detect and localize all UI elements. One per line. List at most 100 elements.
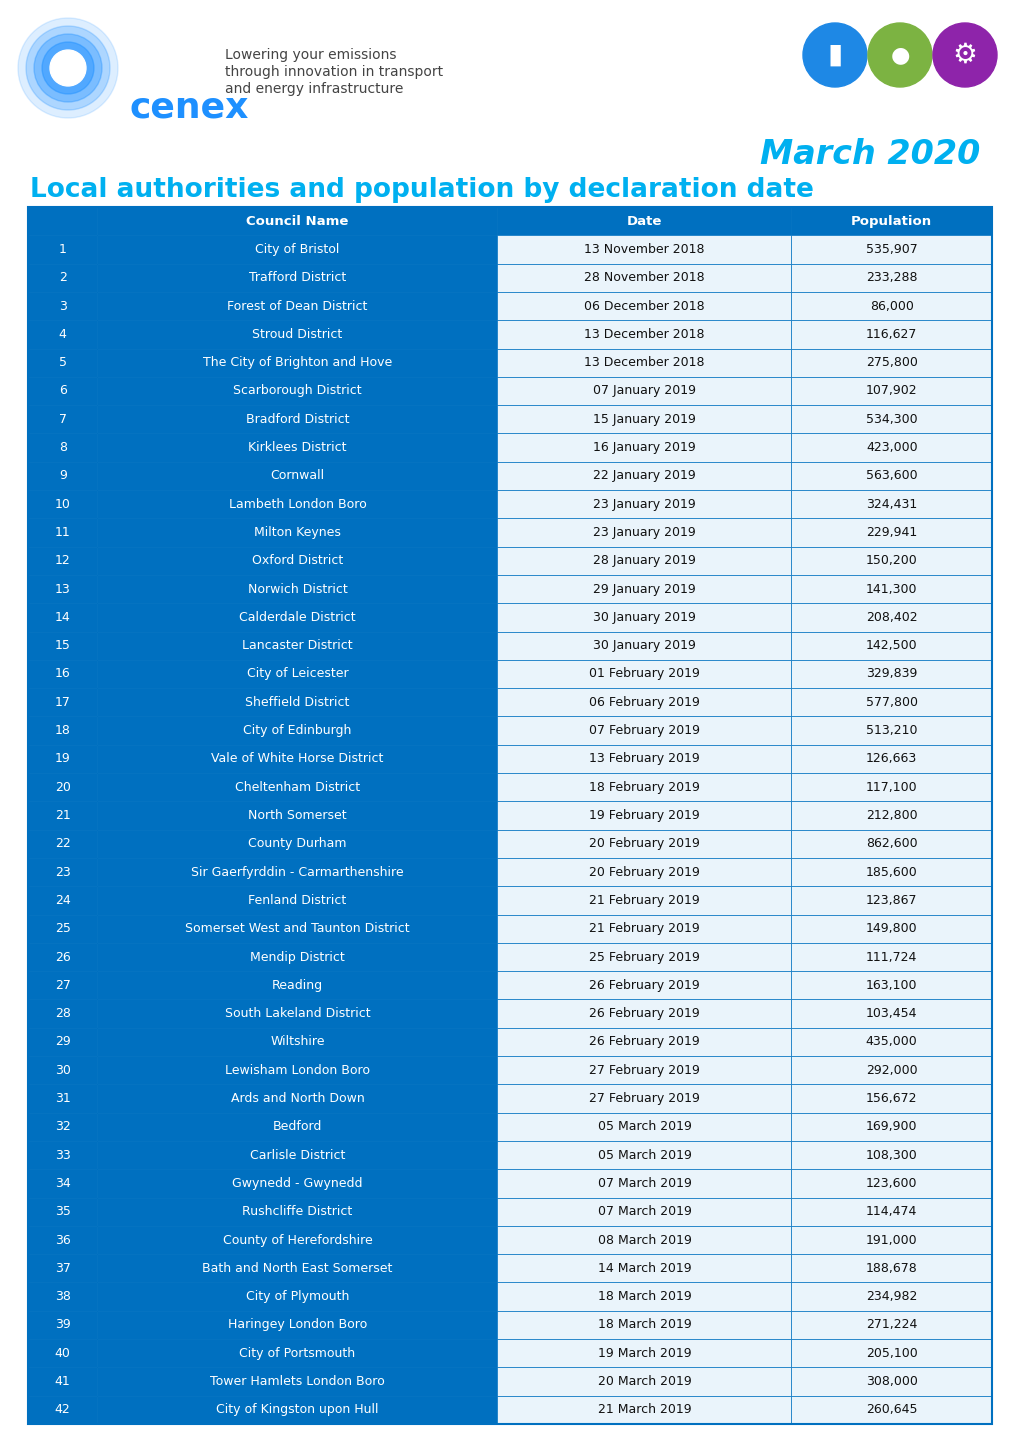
Text: March 2020: March 2020 [759,138,979,172]
Text: 41: 41 [55,1376,70,1389]
Text: Oxford District: Oxford District [252,554,342,567]
Bar [791,1340,991,1367]
Text: 150,200: 150,200 [865,554,917,567]
Text: 22: 22 [55,838,70,851]
Text: 107,902: 107,902 [865,385,917,398]
Text: 163,100: 163,100 [865,979,917,992]
Text: 10: 10 [55,497,70,510]
Bar [28,208,991,1425]
Bar [791,1028,991,1056]
Bar [97,744,497,773]
Bar [497,887,791,914]
Bar [497,829,791,858]
Bar [791,660,991,688]
Text: ▮: ▮ [826,40,842,69]
Bar [97,1226,497,1255]
Bar [497,547,791,575]
Bar [497,1141,791,1169]
Text: Scarborough District: Scarborough District [233,385,362,398]
Text: 27: 27 [55,979,70,992]
Text: 33: 33 [55,1149,70,1162]
Text: 191,000: 191,000 [865,1233,917,1246]
Text: 205,100: 205,100 [865,1347,917,1360]
Bar [791,632,991,660]
Bar [497,405,791,434]
Bar [497,291,791,320]
Text: 07 January 2019: 07 January 2019 [592,385,695,398]
Text: Date: Date [627,215,661,228]
Text: 14: 14 [55,611,70,624]
Text: 19: 19 [55,753,70,766]
Bar [497,1056,791,1084]
Text: 6: 6 [59,385,66,398]
Bar [97,632,497,660]
Text: Lowering your emissions: Lowering your emissions [225,48,396,62]
Bar [497,1311,791,1340]
Text: County of Herefordshire: County of Herefordshire [222,1233,372,1246]
Bar [791,547,991,575]
Text: 13: 13 [55,583,70,596]
Text: 19 February 2019: 19 February 2019 [589,809,699,822]
Bar [97,1367,497,1396]
Bar [28,660,97,688]
Text: 34: 34 [55,1177,70,1190]
Text: 2: 2 [59,271,66,284]
Bar [28,376,97,405]
Bar [28,914,97,943]
Text: 28 January 2019: 28 January 2019 [592,554,695,567]
Text: 423,000: 423,000 [865,441,917,454]
Circle shape [18,17,118,118]
Bar [28,208,97,235]
Text: Lewisham London Boro: Lewisham London Boro [225,1064,370,1077]
Text: Somerset West and Taunton District: Somerset West and Taunton District [184,923,410,936]
Bar [497,943,791,970]
Text: 7: 7 [59,412,66,425]
Text: 35: 35 [55,1206,70,1218]
Circle shape [932,23,996,87]
Text: 28: 28 [55,1007,70,1019]
Bar [97,264,497,291]
Bar [791,603,991,632]
Text: Lambeth London Boro: Lambeth London Boro [228,497,366,510]
Text: 30 January 2019: 30 January 2019 [592,639,695,652]
Bar [497,688,791,717]
Bar [791,943,991,970]
Text: 5: 5 [59,356,66,369]
Bar [791,1141,991,1169]
Text: 07 March 2019: 07 March 2019 [597,1177,691,1190]
Text: 535,907: 535,907 [865,242,917,255]
Bar [28,1282,97,1311]
Bar [28,1340,97,1367]
Text: North Somerset: North Somerset [248,809,346,822]
Text: City of Kingston upon Hull: City of Kingston upon Hull [216,1403,378,1416]
Text: 30 January 2019: 30 January 2019 [592,611,695,624]
Text: South Lakeland District: South Lakeland District [224,1007,370,1019]
Bar [791,773,991,802]
Text: 260,645: 260,645 [865,1403,917,1416]
Text: 07 March 2019: 07 March 2019 [597,1206,691,1218]
Bar [791,490,991,518]
Bar [791,970,991,999]
Circle shape [58,58,77,78]
Bar [497,264,791,291]
Text: 233,288: 233,288 [865,271,917,284]
Bar [28,461,97,490]
Text: Council Name: Council Name [246,215,348,228]
Bar [497,208,791,235]
Text: through innovation in transport: through innovation in transport [225,65,442,79]
Bar [97,773,497,802]
Bar [97,914,497,943]
Bar [97,970,497,999]
Bar [791,1226,991,1255]
Text: 29 January 2019: 29 January 2019 [592,583,695,596]
Bar [497,235,791,264]
Bar [97,376,497,405]
Text: Cheltenham District: Cheltenham District [234,780,360,793]
Bar [497,1028,791,1056]
Text: Reading: Reading [272,979,323,992]
Bar [497,1113,791,1141]
Text: 06 February 2019: 06 February 2019 [588,696,699,709]
Text: 275,800: 275,800 [865,356,917,369]
Text: 156,672: 156,672 [865,1092,917,1105]
Text: Bath and North East Somerset: Bath and North East Somerset [202,1262,392,1275]
